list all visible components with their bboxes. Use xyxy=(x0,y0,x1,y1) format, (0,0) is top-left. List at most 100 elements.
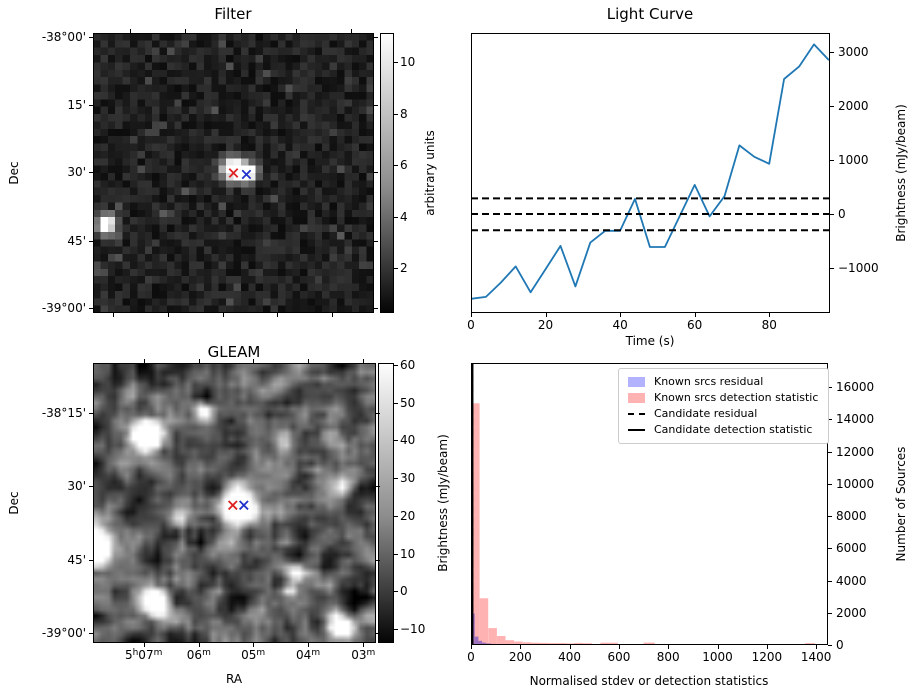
ra-tick-token: 04 xyxy=(296,648,312,662)
gleam-title: GLEAM xyxy=(207,343,261,361)
ra-tick-token: m xyxy=(311,648,321,658)
axis-tick xyxy=(828,548,832,550)
hist-bar xyxy=(609,642,618,645)
axis-tick xyxy=(253,643,255,647)
tick-label: 600 xyxy=(607,650,631,664)
axis-tick xyxy=(816,645,818,649)
axis-tick xyxy=(374,172,378,174)
axis-tick xyxy=(828,451,832,453)
tick-label: 4000 xyxy=(836,573,867,588)
light-curve-ylabel: Brightness (mJy/beam) xyxy=(894,104,908,242)
tick-label: 15' xyxy=(67,97,86,112)
hist-bar xyxy=(478,640,483,645)
legend-item: Known srcs detection statistic xyxy=(628,390,818,406)
histogram-ylabel: Number of Sources xyxy=(894,446,908,562)
axis-tick xyxy=(374,104,378,106)
axis-tick xyxy=(143,643,145,647)
tick-label: 8 xyxy=(400,106,408,121)
axis-tick xyxy=(89,172,93,174)
axis-tick xyxy=(130,29,132,33)
axis-tick xyxy=(168,313,170,317)
axis-tick xyxy=(394,113,398,115)
gleam-colorbar-label: Brightness (mJy/beam) xyxy=(436,434,450,572)
legend-label: Candidate detection statistic xyxy=(654,423,813,436)
axis-tick xyxy=(520,645,522,649)
axis-tick xyxy=(198,359,200,363)
tick-label: 400 xyxy=(558,650,582,664)
axis-tick xyxy=(374,240,378,242)
tick-label: 03m xyxy=(351,648,375,662)
axis-tick xyxy=(185,29,187,33)
tick-label: 10000 xyxy=(836,476,875,491)
hist-bar xyxy=(479,598,489,645)
reference-x-marker xyxy=(241,169,252,180)
axis-tick xyxy=(374,36,378,38)
tick-label: 04m xyxy=(296,648,320,662)
axis-tick xyxy=(828,580,832,582)
ra-tick-token: m xyxy=(153,648,163,658)
axis-tick xyxy=(569,645,571,649)
axis-tick xyxy=(277,313,279,317)
tick-label: 50 xyxy=(400,395,416,410)
hist-bar xyxy=(805,643,815,645)
tick-label: 0 xyxy=(467,650,475,664)
hist-bar xyxy=(626,644,635,645)
axis-tick xyxy=(620,313,622,317)
hist-bar xyxy=(531,642,540,645)
hist-bar xyxy=(583,643,592,645)
tick-label: 30' xyxy=(67,165,86,180)
tick-label: 0 xyxy=(836,638,844,652)
axis-tick xyxy=(308,359,310,363)
axis-tick xyxy=(113,313,115,317)
axis-tick xyxy=(830,106,834,107)
axis-tick xyxy=(376,559,380,561)
tick-label: 05m xyxy=(241,648,265,662)
legend-item: Candidate detection statistic xyxy=(628,422,818,438)
ra-tick-token: m xyxy=(202,648,211,658)
axis-tick xyxy=(394,216,398,218)
legend-label: Known srcs detection statistic xyxy=(654,391,819,404)
axis-tick xyxy=(694,313,696,317)
axis-tick xyxy=(471,645,472,649)
tick-label: −1000 xyxy=(838,261,879,276)
axis-tick xyxy=(89,36,93,38)
axis-tick xyxy=(668,645,670,649)
light-curve-plot xyxy=(470,43,830,300)
tick-label: 2 xyxy=(400,261,408,276)
legend-item: Candidate residual xyxy=(628,406,818,422)
axis-tick xyxy=(828,612,832,614)
axis-tick xyxy=(471,313,472,317)
tick-label: 6000 xyxy=(836,541,867,556)
hist-bar xyxy=(482,642,486,645)
axis-tick xyxy=(830,52,834,53)
ra-tick-token: 5 xyxy=(124,648,133,662)
axis-tick xyxy=(89,307,93,309)
tick-label: 20 xyxy=(537,318,554,332)
tick-label: 1000 xyxy=(702,650,733,664)
candidate-x-marker xyxy=(227,500,238,511)
filter-colorbar-label: arbitrary units xyxy=(423,130,437,216)
axis-tick xyxy=(618,645,620,649)
ra-tick-token: m xyxy=(256,648,266,658)
axis-tick xyxy=(394,591,398,593)
tick-label: 1200 xyxy=(751,650,783,664)
axis-tick xyxy=(143,359,145,363)
tick-label: 45' xyxy=(67,552,86,567)
gleam-xlabel: RA xyxy=(225,672,243,686)
reference-x-marker xyxy=(239,500,249,511)
legend-label: Known srcs residual xyxy=(654,375,764,388)
light-curve-series xyxy=(470,43,830,300)
gleam-ylabel: Dec xyxy=(7,491,21,515)
tick-label: 60 xyxy=(687,318,703,332)
tick-label: 6 xyxy=(400,158,408,173)
tick-label: 2000 xyxy=(838,99,869,113)
filter-colorbar xyxy=(380,33,394,313)
axis-tick xyxy=(828,419,832,421)
ra-tick-token: 03 xyxy=(351,648,367,662)
hist-bar xyxy=(540,642,549,645)
axis-tick xyxy=(828,483,832,485)
axis-tick xyxy=(253,359,255,363)
hist-bar xyxy=(488,628,497,645)
axis-tick xyxy=(394,268,398,270)
